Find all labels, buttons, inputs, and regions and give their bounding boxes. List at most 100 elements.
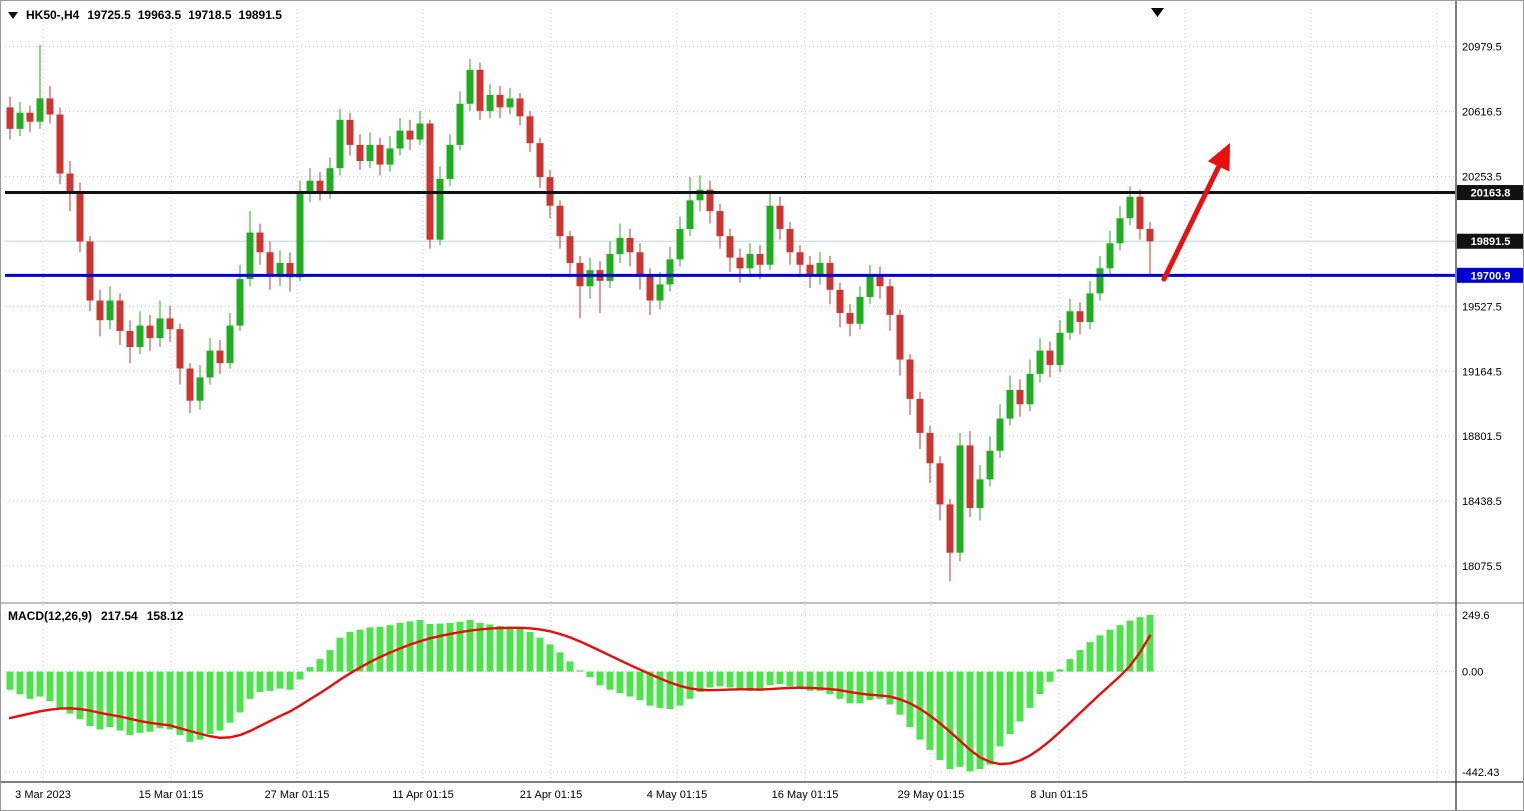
candle-down (66, 173, 74, 194)
macd-histogram-bar (156, 671, 164, 729)
candle-up (156, 318, 164, 339)
macd-histogram-bar (536, 637, 544, 672)
candle-down (76, 193, 84, 242)
macd-histogram-bar (1116, 625, 1124, 672)
macd-histogram-bar (926, 671, 934, 750)
macd-histogram-bar (286, 671, 294, 690)
projection-arrow-head[interactable] (1207, 143, 1230, 172)
price-tag-label: 19891.5 (1471, 236, 1511, 248)
macd-histogram-bar (1136, 617, 1144, 672)
macd-histogram-bar (766, 671, 774, 686)
macd-histogram-bar (566, 661, 574, 672)
candle-up (956, 445, 964, 553)
macd-value: 217.54 (101, 609, 138, 623)
macd-histogram-bar (226, 671, 234, 723)
macd-histogram-bar (106, 671, 114, 728)
candle-down (1146, 228, 1154, 242)
macd-histogram-bar (796, 671, 804, 689)
macd-histogram-bar (966, 671, 974, 772)
macd-histogram-bar (936, 671, 944, 761)
ohlc-open: 19725.5 (87, 8, 131, 22)
macd-histogram-bar (726, 671, 734, 688)
latest-bar-marker-icon (1151, 8, 1164, 17)
candle-down (516, 98, 524, 117)
candle-down (936, 463, 944, 505)
macd-histogram-bar (66, 671, 74, 714)
macd-histogram-bar (476, 622, 484, 672)
macd-histogram-bar (706, 671, 714, 688)
candle-up (1036, 350, 1044, 374)
candle-down (966, 445, 974, 508)
candle-down (1076, 311, 1084, 322)
macd-signal-line (8, 626, 1152, 766)
candle-up (366, 144, 374, 162)
candle-down (756, 254, 764, 265)
price-tag (1457, 233, 1523, 249)
candle-up (336, 119, 344, 169)
candle-down (356, 144, 364, 162)
candle-up (766, 205, 774, 265)
candle-up (1056, 332, 1064, 365)
macd-histogram-bar (336, 637, 344, 672)
macd-histogram-bar (526, 631, 534, 672)
candle-up (1086, 293, 1094, 322)
macd-histogram-bar (196, 671, 204, 740)
macd-histogram-bar (1076, 650, 1084, 672)
symbol-header: HK50-,H4 19725.5 19963.5 19718.5 19891.5 (8, 8, 282, 22)
macd-histogram-bar (376, 626, 384, 672)
macd-histogram-bar (1126, 620, 1134, 672)
macd-histogram-bar (126, 671, 134, 736)
candle-up (1066, 311, 1074, 333)
macd-histogram-bar (496, 625, 504, 672)
candle-up (1096, 268, 1104, 294)
macd-histogram-bar (1106, 629, 1114, 672)
projection-arrow-shaft[interactable] (1161, 163, 1222, 282)
candle-up (1006, 389, 1014, 419)
macd-histogram-bar (786, 671, 794, 687)
macd-histogram-bar (406, 621, 414, 672)
macd-histogram-bar (96, 671, 104, 730)
candle-down (916, 398, 924, 433)
candle-up (996, 418, 1004, 451)
candle-up (686, 200, 694, 229)
candle-up (246, 232, 254, 280)
candle-down (126, 330, 134, 348)
candle-down (946, 504, 954, 553)
candle-down (86, 241, 94, 301)
macd-histogram-bar (346, 631, 354, 672)
macd-histogram-bar (886, 671, 894, 705)
candle-up (666, 259, 674, 285)
candle-up (236, 279, 244, 326)
macd-histogram-bar (86, 671, 94, 727)
macd-signal-value: 158.12 (146, 609, 184, 623)
candle-up (296, 193, 304, 278)
symbol-period-label: HK50-,H4 (26, 8, 80, 22)
price-axis-tick: 18075.5 (1462, 561, 1502, 573)
macd-histogram-bar (506, 626, 514, 672)
time-axis-tick: 15 Mar 01:15 (139, 789, 204, 801)
macd-histogram-bar (546, 644, 554, 672)
candle-down (536, 143, 544, 178)
candle-down (6, 107, 14, 129)
macd-histogram-bar (296, 671, 304, 680)
macd-histogram-bar (116, 671, 124, 731)
macd-histogram-bar (946, 671, 954, 770)
macd-histogram-bar (996, 671, 1004, 747)
candle-down (56, 114, 64, 174)
macd-histogram-bar (1096, 635, 1104, 672)
macd-histogram-bar (56, 671, 64, 708)
candle-up (616, 237, 624, 255)
macd-histogram-bar (646, 671, 654, 706)
macd-histogram-bar (216, 671, 224, 731)
candle-up (206, 350, 214, 378)
candle-up (196, 377, 204, 401)
macd-histogram-bar (266, 671, 274, 691)
candle-up (1106, 243, 1114, 269)
candle-up (1026, 373, 1034, 405)
price-axis-tick: 18438.5 (1462, 496, 1502, 508)
candle-down (876, 275, 884, 287)
candle-down (286, 262, 294, 278)
candle-down (636, 252, 644, 276)
chart-canvas[interactable] (1, 1, 1456, 782)
